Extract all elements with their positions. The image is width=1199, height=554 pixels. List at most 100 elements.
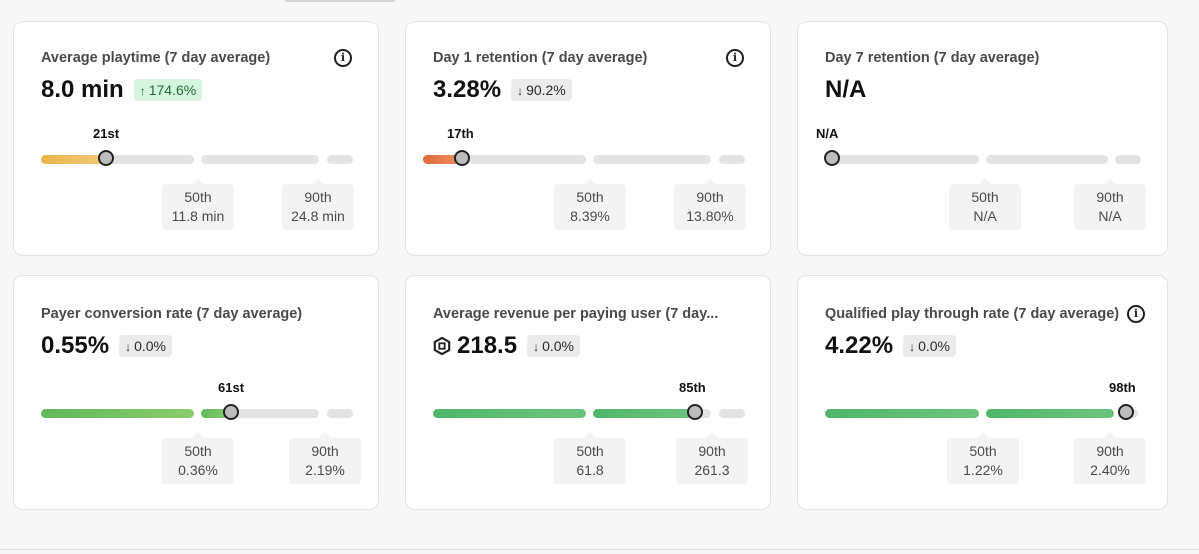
bar-segment-mid: [593, 409, 711, 418]
metric-value: 0.55%: [41, 332, 110, 359]
bar-fill: [201, 409, 231, 418]
benchmark-90th: 90th N/A: [1074, 178, 1146, 230]
benchmark-value: 0.36%: [178, 462, 218, 478]
metric-value: N/A: [825, 76, 867, 103]
benchmark-50th: 50th 11.8 min: [162, 178, 234, 230]
bar-fill: [593, 409, 695, 418]
benchmark-50th: 50th N/A: [949, 178, 1021, 230]
card-title: Qualified play through rate (7 day avera…: [825, 306, 1120, 322]
metric-card-payer-conversion: Payer conversion rate (7 day average) 0.…: [13, 275, 379, 510]
benchmark-label: 90th: [698, 443, 726, 459]
arrow-down-icon: ↓: [125, 340, 132, 354]
value-row: 0.55% ↓ 0.0%: [41, 332, 172, 360]
change-value: 0.0%: [918, 338, 950, 354]
metric-card-arppu: Average revenue per paying user (7 day..…: [405, 275, 771, 510]
benchmark-value: 11.8 min: [171, 208, 225, 224]
benchmark-90th: 90th 24.8 min: [282, 178, 354, 230]
bar-segment-high: [1115, 155, 1141, 164]
benchmark-label: 50th: [576, 443, 604, 459]
benchmark-label: 50th: [971, 189, 999, 205]
benchmark-90th: 90th 261.3: [676, 432, 748, 484]
arrow-down-icon: ↓: [909, 340, 916, 354]
bar-fill: [41, 155, 106, 164]
value-row: 3.28% ↓ 90.2%: [433, 76, 572, 104]
change-value: 90.2%: [526, 82, 566, 98]
card-title: Day 1 retention (7 day average): [433, 50, 648, 66]
value-row: 4.22% ↓ 0.0%: [825, 332, 956, 360]
arrow-up-icon: ↑: [139, 84, 146, 98]
benchmark-50th: 50th 61.8: [554, 432, 626, 484]
percentile-marker: [223, 404, 239, 420]
change-value: 174.6%: [148, 82, 197, 98]
benchmark-50th: 50th 8.39%: [554, 178, 626, 230]
benchmark-50th: 50th 1.22%: [947, 432, 1019, 484]
metric-card-average-playtime: Average playtime (7 day average) i 8.0 m…: [13, 21, 379, 256]
bar-segment-mid: [986, 409, 1114, 418]
benchmark-label: 90th: [1096, 443, 1124, 459]
bar-segment-high: [327, 155, 353, 164]
card-title: Average revenue per paying user (7 day..…: [433, 306, 719, 322]
bar-segment-mid: [593, 155, 711, 164]
change-badge: ↓ 0.0%: [119, 335, 172, 357]
benchmark-90th: 90th 2.19%: [289, 432, 361, 484]
change-value: 0.0%: [542, 338, 574, 354]
percentile-marker: [454, 150, 470, 166]
benchmark-value: 61.8: [576, 462, 604, 478]
percentile-rank: 21st: [93, 126, 120, 141]
metric-value: 8.0 min: [41, 76, 124, 103]
benchmark-value: 1.22%: [963, 462, 1003, 478]
bar-fill: [41, 409, 194, 418]
info-icon[interactable]: i: [334, 49, 352, 67]
percentile-marker: [98, 150, 114, 166]
percentile-rank: 61st: [218, 380, 245, 395]
info-icon[interactable]: i: [726, 49, 744, 67]
benchmark-label: 90th: [1096, 189, 1124, 205]
bar-segment-low: [825, 409, 979, 418]
change-badge: ↓ 0.0%: [903, 335, 956, 357]
bar-segment-low: [41, 409, 194, 418]
benchmark-label: 90th: [304, 189, 332, 205]
benchmark-label: 90th: [311, 443, 339, 459]
card-title: Payer conversion rate (7 day average): [41, 306, 303, 322]
bar-segment-low: [41, 155, 194, 164]
benchmark-value: 13.80%: [686, 208, 734, 224]
benchmark-label: 90th: [696, 189, 724, 205]
robux-icon: [433, 337, 451, 355]
bar-fill: [433, 409, 586, 418]
info-icon[interactable]: i: [1127, 305, 1145, 323]
benchmark-value: 24.8 min: [291, 208, 345, 224]
bar-fill: [986, 409, 1114, 418]
metric-card-qualified-play-through: Qualified play through rate (7 day avera…: [797, 275, 1168, 510]
arrow-down-icon: ↓: [533, 340, 540, 354]
metric-card-day7-retention: Day 7 retention (7 day average) N/A N/A …: [797, 21, 1168, 256]
bar-segment-high: [327, 409, 353, 418]
value-row: 8.0 min ↑ 174.6%: [41, 76, 203, 104]
benchmark-label: 50th: [969, 443, 997, 459]
bar-segment-high: [719, 155, 745, 164]
card-title: Average playtime (7 day average): [41, 50, 271, 66]
percentile-rank: 17th: [447, 126, 474, 141]
bar-segment-mid: [201, 155, 319, 164]
percentile-marker: [687, 404, 703, 420]
bar-segment-mid: [986, 155, 1108, 164]
benchmark-50th: 50th 0.36%: [162, 432, 234, 484]
card-title: Day 7 retention (7 day average): [825, 50, 1040, 66]
arrow-down-icon: ↓: [517, 84, 524, 98]
benchmark-value: 2.19%: [305, 462, 345, 478]
benchmark-value: 2.40%: [1090, 462, 1130, 478]
benchmark-label: 50th: [184, 189, 212, 205]
benchmark-value: N/A: [1098, 208, 1122, 224]
percentile-marker: [1118, 404, 1134, 420]
metric-value: 4.22%: [825, 332, 894, 359]
benchmark-value: 261.3: [694, 462, 730, 478]
top-divider: [285, 0, 395, 2]
change-badge: ↑ 174.6%: [133, 79, 203, 101]
benchmark-label: 50th: [184, 443, 212, 459]
change-value: 0.0%: [134, 338, 166, 354]
change-badge: ↓ 90.2%: [511, 79, 572, 101]
bar-segment-low: [825, 155, 979, 164]
metric-card-day1-retention: Day 1 retention (7 day average) i 3.28% …: [405, 21, 771, 256]
bar-fill: [423, 155, 462, 164]
metric-value: 3.28%: [433, 76, 502, 103]
value-row: N/A: [825, 76, 866, 104]
